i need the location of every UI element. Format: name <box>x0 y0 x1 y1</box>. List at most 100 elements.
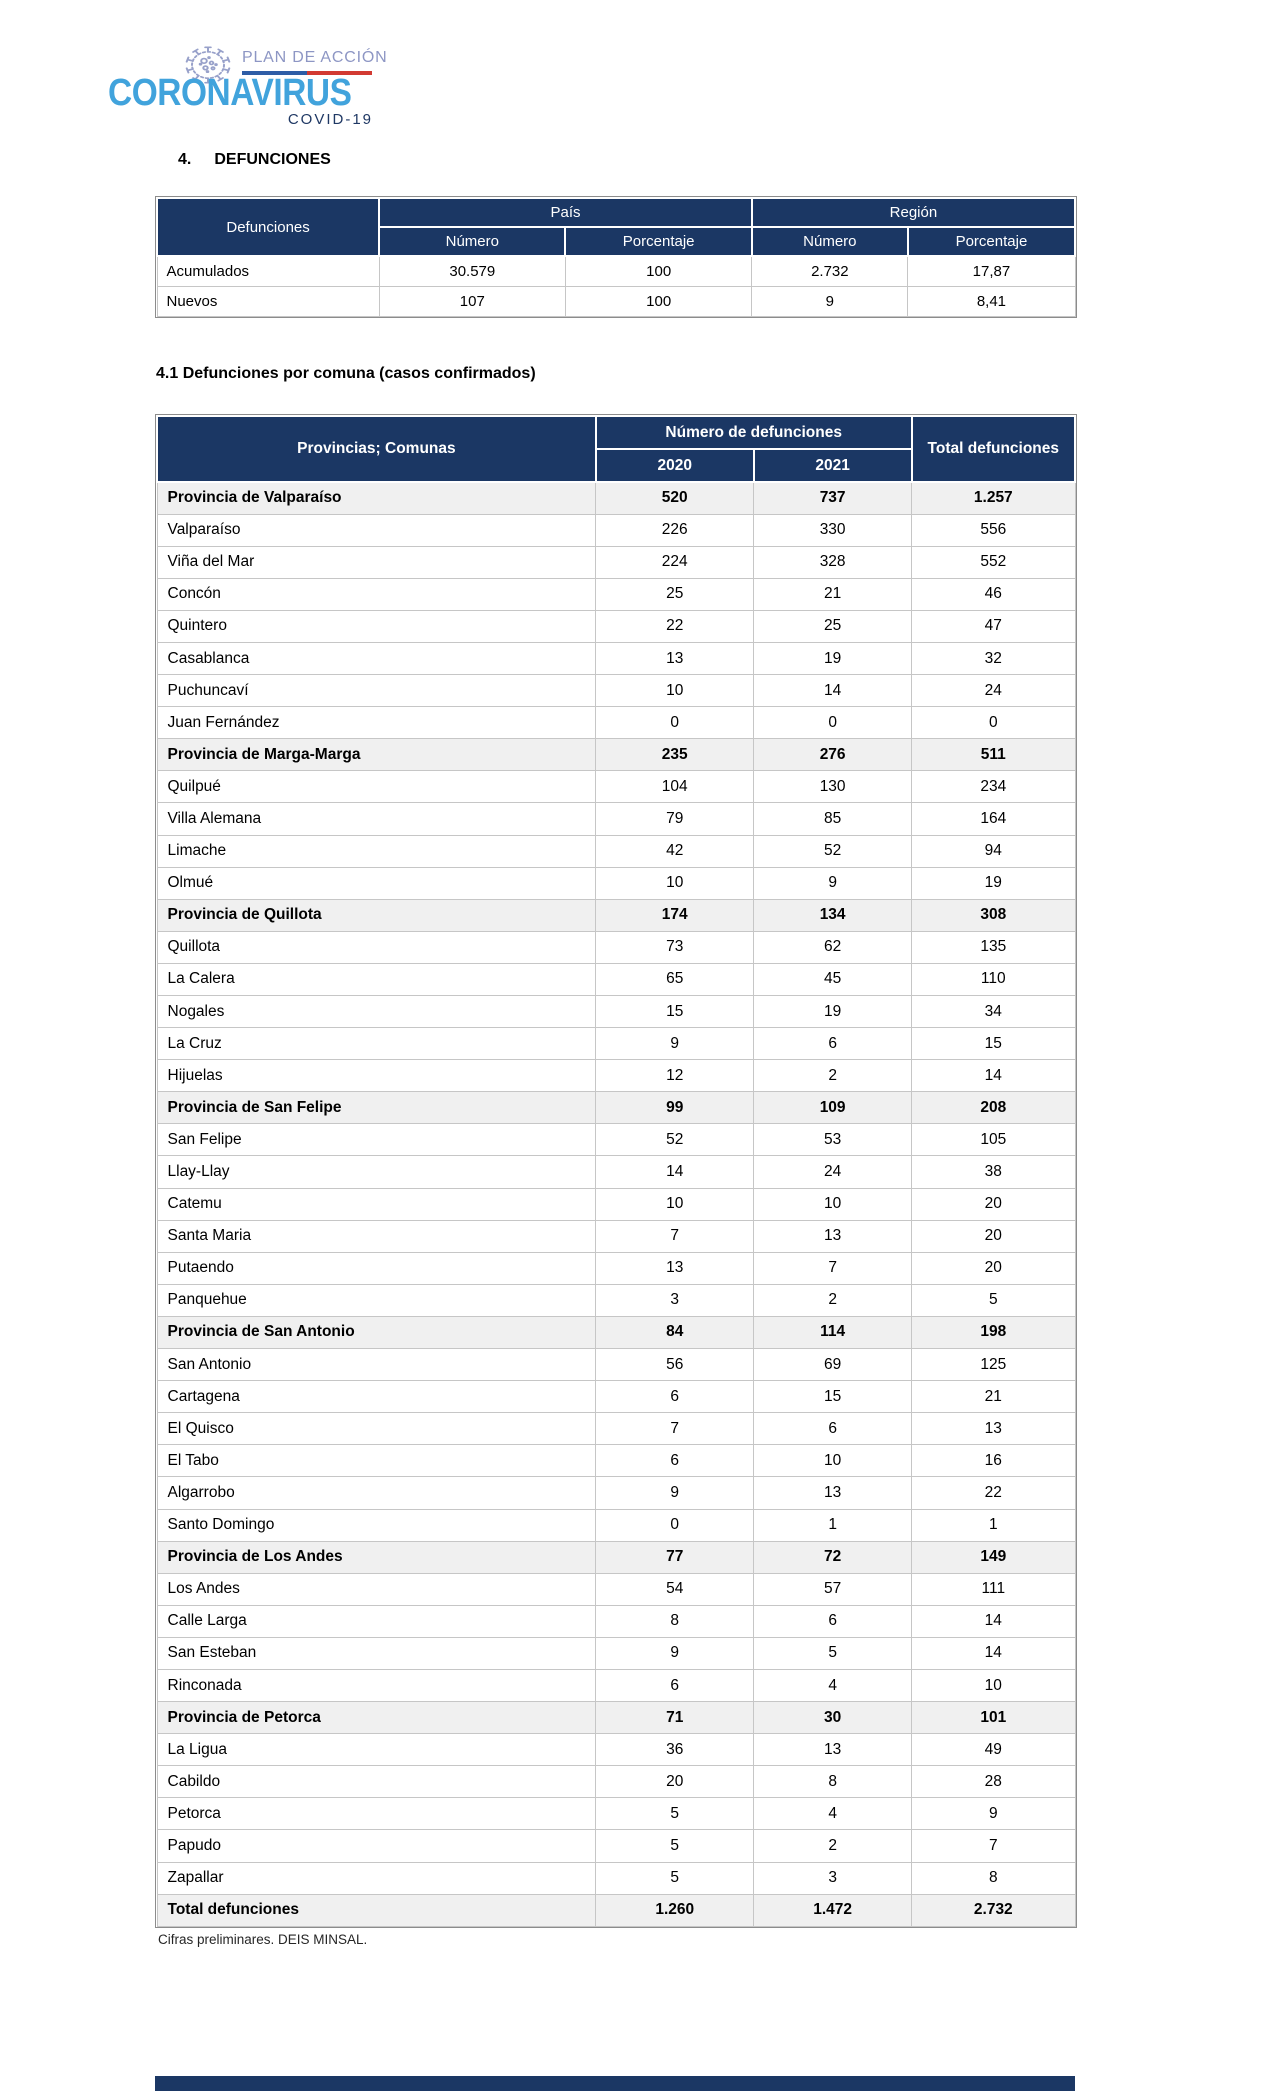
deaths-2021-cell: 13 <box>753 1733 913 1767</box>
deaths-2020-cell: 5 <box>595 1861 755 1895</box>
total-deaths-cell: 511 <box>911 738 1076 772</box>
deaths-2020-cell: 10 <box>595 674 755 708</box>
comuna-row: Limache 42 52 94 <box>156 834 1076 868</box>
total-deaths-cell: 111 <box>911 1572 1076 1606</box>
comuna-label: Nogales <box>156 994 597 1029</box>
comuna-row: Calle Larga 8 6 14 <box>156 1604 1076 1638</box>
deaths-2020-cell: 65 <box>595 962 755 997</box>
total-deaths-cell: 1.257 <box>911 481 1076 515</box>
comuna-label: La Calera <box>156 962 597 997</box>
comuna-label: Provincia de Valparaíso <box>156 481 597 515</box>
deaths-2020-cell: 8 <box>595 1604 755 1638</box>
year-2021-header: 2021 <box>752 448 913 483</box>
total-deaths-cell: 552 <box>911 545 1076 579</box>
total-deaths-cell: 20 <box>911 1251 1076 1285</box>
comuna-row: San Antonio 56 69 125 <box>156 1348 1076 1382</box>
summary-row-label: Nuevos <box>156 286 380 317</box>
deaths-2020-cell: 42 <box>595 834 755 868</box>
total-deaths-cell: 13 <box>911 1412 1076 1446</box>
total-deaths-cell: 2.732 <box>911 1893 1076 1927</box>
deaths-2020-cell: 10 <box>595 866 755 900</box>
total-deaths-cell: 21 <box>911 1380 1076 1414</box>
comuna-row: San Esteban 9 5 14 <box>156 1636 1076 1670</box>
chile-flag-underline <box>242 71 372 75</box>
deaths-2020-cell: 12 <box>595 1059 755 1093</box>
virus-icon <box>185 46 231 84</box>
summary-header-row-groups: Defunciones País Región <box>155 197 1077 257</box>
comuna-label: Hijuelas <box>156 1059 597 1093</box>
total-deaths-cell: 105 <box>911 1123 1076 1157</box>
comuna-label: Los Andes <box>156 1572 597 1606</box>
total-deaths-cell: 16 <box>911 1444 1076 1478</box>
comuna-header-row-groups: Provincias; Comunas Número de defuncione… <box>156 415 1077 483</box>
total-deaths-cell: 32 <box>911 641 1076 676</box>
comuna-label: El Quisco <box>156 1412 597 1446</box>
comuna-row: Catemu 10 10 20 <box>156 1187 1076 1221</box>
comuna-label: Llay-Llay <box>156 1155 597 1189</box>
deaths-2021-cell: 3 <box>753 1861 913 1895</box>
total-deaths-cell: 101 <box>911 1701 1076 1735</box>
deaths-2021-cell: 2 <box>753 1059 913 1093</box>
total-deaths-cell: 198 <box>911 1315 1076 1350</box>
total-deaths-cell: 135 <box>911 930 1076 964</box>
flag-red-segment <box>307 71 372 75</box>
deaths-2021-cell: 1 <box>753 1508 913 1542</box>
comuna-row: La Ligua 36 13 49 <box>156 1733 1076 1767</box>
comuna-label: Quintero <box>156 609 597 643</box>
total-deaths-cell: 9 <box>911 1797 1076 1831</box>
comuna-label: Concón <box>156 577 597 611</box>
comuna-row: Cabildo 20 8 28 <box>156 1765 1076 1799</box>
total-deaths-cell: 34 <box>911 994 1076 1029</box>
region-numero-header: Número <box>750 226 909 257</box>
province-summary-row: Total defunciones 1.260 1.472 2.732 <box>156 1893 1076 1927</box>
deaths-2020-cell: 77 <box>595 1540 755 1574</box>
summary-value-cell: 8,41 <box>907 286 1076 317</box>
total-deaths-cell: 49 <box>911 1733 1076 1767</box>
plan-de-accion-coronavirus-logo: PLAN DE ACCIÓN CORONAVIRUS COVID-19 <box>108 34 387 129</box>
comuna-row: Zapallar 5 3 8 <box>156 1861 1076 1895</box>
deaths-2020-cell: 7 <box>595 1412 755 1446</box>
comuna-label: Papudo <box>156 1829 597 1863</box>
province-summary-row: Provincia de Marga-Marga 235 276 511 <box>156 738 1076 772</box>
comuna-row: Petorca 5 4 9 <box>156 1797 1076 1831</box>
total-defunciones-header: Total defunciones <box>910 415 1077 483</box>
total-deaths-cell: 308 <box>911 898 1076 932</box>
comuna-label: Santa Maria <box>156 1219 597 1253</box>
deaths-2021-cell: 4 <box>753 1797 913 1831</box>
deaths-2020-cell: 54 <box>595 1572 755 1606</box>
deaths-2020-cell: 174 <box>595 898 755 932</box>
year-2020-header: 2020 <box>594 448 755 483</box>
total-deaths-cell: 15 <box>911 1027 1076 1061</box>
comuna-row: El Tabo 6 10 16 <box>156 1444 1076 1478</box>
total-deaths-cell: 46 <box>911 577 1076 611</box>
deaths-2020-cell: 226 <box>595 513 755 547</box>
deaths-2020-cell: 3 <box>595 1283 755 1317</box>
comuna-label: Provincia de San Felipe <box>156 1091 597 1125</box>
comuna-row: Cartagena 6 15 21 <box>156 1380 1076 1414</box>
province-summary-row: Provincia de Valparaíso 520 737 1.257 <box>156 481 1076 515</box>
total-deaths-cell: 20 <box>911 1219 1076 1253</box>
deaths-2020-cell: 9 <box>595 1636 755 1670</box>
deaths-2020-cell: 10 <box>595 1187 755 1221</box>
deaths-2020-cell: 99 <box>595 1091 755 1125</box>
deaths-2020-cell: 6 <box>595 1444 755 1478</box>
pais-group-header: País <box>378 197 753 228</box>
total-deaths-cell: 38 <box>911 1155 1076 1189</box>
deaths-2020-cell: 71 <box>595 1701 755 1735</box>
deaths-2021-cell: 6 <box>753 1027 913 1061</box>
deaths-2021-cell: 328 <box>753 545 913 579</box>
deaths-2020-cell: 6 <box>595 1668 755 1703</box>
section-4-heading: 4. DEFUNCIONES <box>178 151 331 169</box>
deaths-2021-cell: 14 <box>753 674 913 708</box>
deaths-2021-cell: 15 <box>753 1380 913 1414</box>
deaths-2021-cell: 52 <box>753 834 913 868</box>
pais-numero-header: Número <box>378 226 567 257</box>
comuna-row: Rinconada 6 4 10 <box>156 1668 1076 1703</box>
comuna-label: Putaendo <box>156 1251 597 1285</box>
comuna-label: Santo Domingo <box>156 1508 597 1542</box>
deaths-2021-cell: 13 <box>753 1476 913 1510</box>
deaths-2020-cell: 36 <box>595 1733 755 1767</box>
total-deaths-cell: 0 <box>911 706 1076 740</box>
province-summary-row: Provincia de Quillota 174 134 308 <box>156 898 1076 932</box>
